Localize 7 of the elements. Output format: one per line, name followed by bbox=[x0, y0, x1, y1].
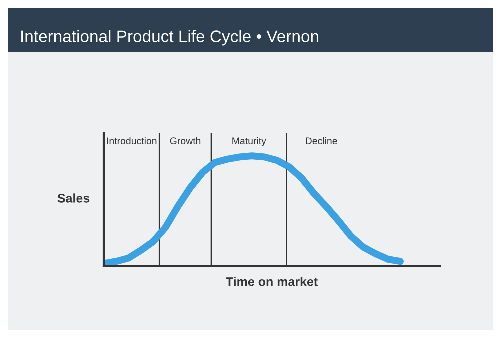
text: Growth bbox=[170, 137, 201, 145]
text: Decline bbox=[306, 137, 338, 145]
text: Maturity bbox=[232, 137, 266, 146]
chart-title: International Product Life Cycle • Vernon bbox=[22, 30, 318, 46]
x-axis-title: Time on market bbox=[226, 277, 318, 286]
text: Introduction bbox=[107, 137, 157, 145]
y-axis-title: Sales bbox=[58, 194, 90, 203]
